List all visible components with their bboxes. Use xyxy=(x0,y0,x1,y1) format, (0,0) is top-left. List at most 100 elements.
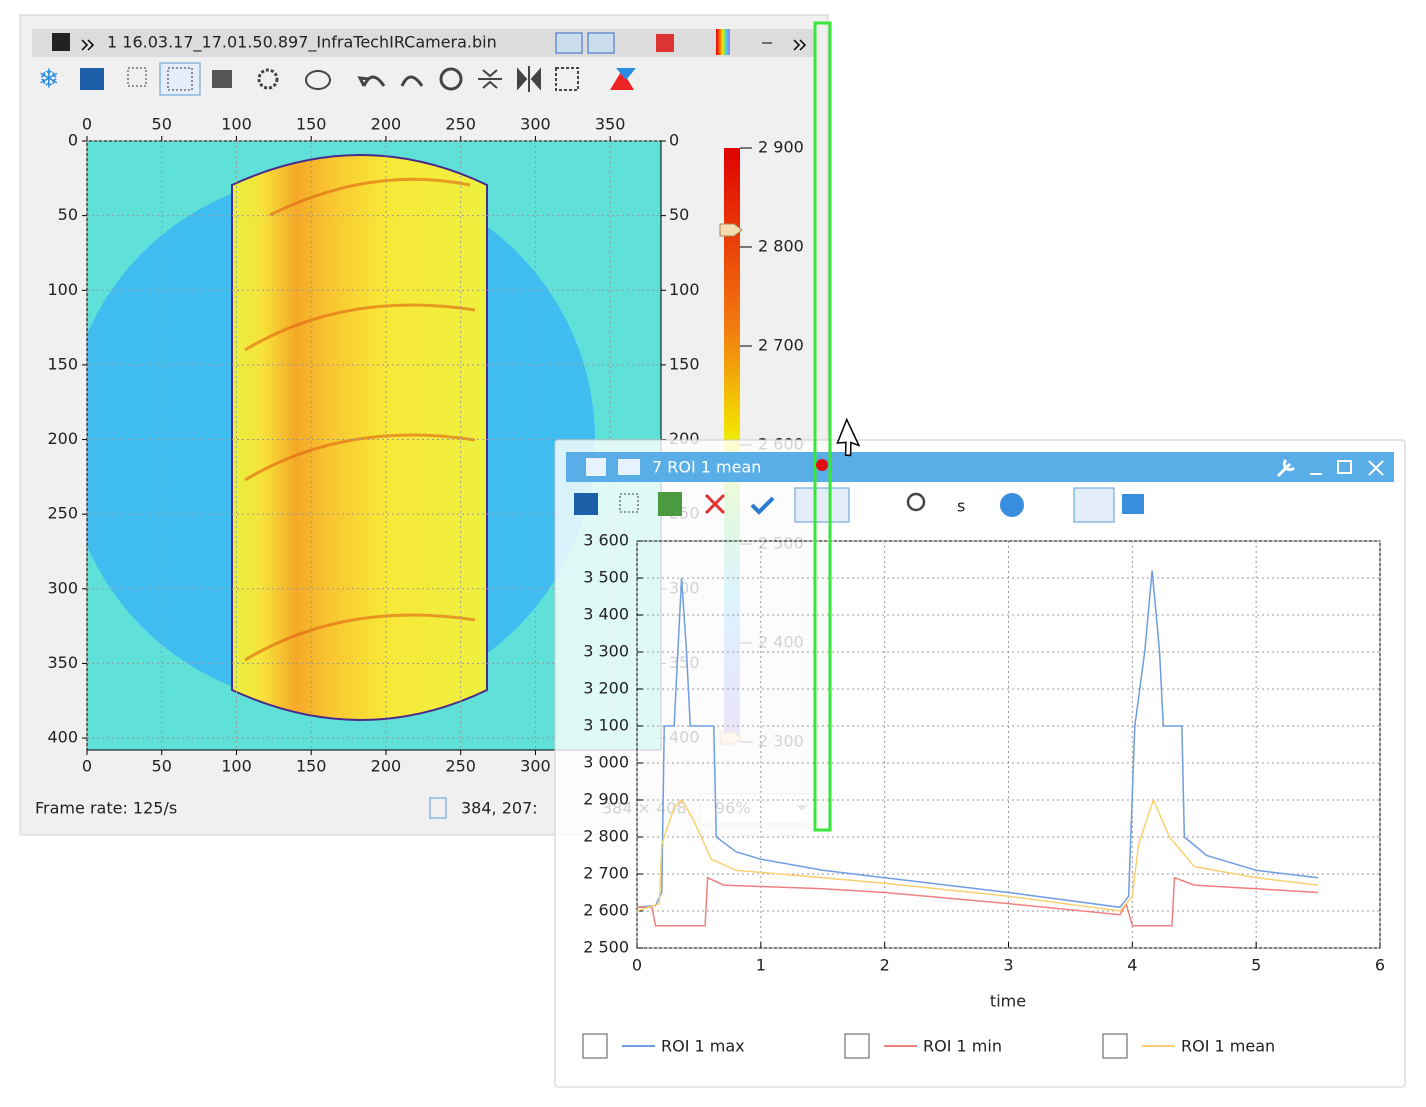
settings-icon[interactable] xyxy=(1276,458,1296,478)
y-tick-label: 400 xyxy=(47,728,78,747)
maximize-button[interactable] xyxy=(1337,460,1352,474)
save-icon[interactable] xyxy=(586,458,606,476)
x-tick-label: 100 xyxy=(221,115,252,134)
x-tick-label: 6 xyxy=(1375,956,1385,975)
y-tick-label: 2 800 xyxy=(583,827,629,846)
zoom-icon[interactable] xyxy=(906,492,926,512)
x-tick-label: 350 xyxy=(595,115,626,134)
colorbar-label: 2 900 xyxy=(758,138,804,157)
y-tick-label: 3 500 xyxy=(583,568,629,587)
x-tick-label: 1 xyxy=(756,956,766,975)
palette-range-icon[interactable] xyxy=(610,70,634,90)
cursor-position: 384, 207: xyxy=(461,799,538,818)
x-tick-label: 5 xyxy=(1251,956,1261,975)
y-tick-label: 2 500 xyxy=(583,938,629,957)
legend-label: ROI 1 mean xyxy=(1181,1037,1275,1056)
y-tick-label: 50 xyxy=(669,205,689,224)
align-toggle[interactable] xyxy=(1073,487,1115,523)
axis-toggle[interactable] xyxy=(794,487,850,523)
check-icon[interactable] xyxy=(750,496,775,515)
view-icon[interactable] xyxy=(555,32,583,54)
x-tick-label: 0 xyxy=(632,956,642,975)
y-tick-label: 3 100 xyxy=(583,716,629,735)
tool-icon[interactable] xyxy=(257,68,279,90)
legend-checkbox[interactable] xyxy=(1102,1033,1128,1059)
save-icon[interactable] xyxy=(574,493,598,515)
overflow-icon[interactable] xyxy=(793,39,807,51)
window-title: 1 16.03.17_17.01.50.897_InfraTechIRCamer… xyxy=(107,33,497,53)
series-line xyxy=(636,797,1319,912)
select-icon[interactable] xyxy=(127,67,147,87)
legend-checkbox[interactable] xyxy=(582,1033,608,1059)
y-tick-label: 2 900 xyxy=(583,790,629,809)
palette-icon[interactable] xyxy=(716,29,730,55)
x-tick-label: 300 xyxy=(520,757,551,776)
unit-button[interactable]: s xyxy=(957,497,965,516)
x-tick-label: 250 xyxy=(445,115,476,134)
x-tick-label: 200 xyxy=(371,115,402,134)
x-tick-label: 150 xyxy=(296,115,327,134)
overflow-icon[interactable] xyxy=(81,39,95,51)
y-tick-label: 250 xyxy=(47,504,78,523)
y-tick-label: 3 600 xyxy=(583,531,629,550)
colorbar-label: 2 800 xyxy=(758,237,804,256)
save-icon[interactable] xyxy=(80,68,104,90)
x-tick-label: 3 xyxy=(1003,956,1013,975)
select-icon[interactable] xyxy=(619,493,639,513)
crop-icon[interactable] xyxy=(555,67,579,91)
thermal-image xyxy=(87,141,661,750)
title-bar xyxy=(32,29,816,57)
x-tick-label: 300 xyxy=(520,115,551,134)
y-tick-label: 0 xyxy=(669,131,679,150)
x-tick-label: 150 xyxy=(296,757,327,776)
y-tick-label: 0 xyxy=(68,131,78,150)
redo-icon[interactable] xyxy=(400,75,424,87)
delete-icon[interactable] xyxy=(704,493,726,515)
x-tick-label: 200 xyxy=(371,757,402,776)
undo-icon[interactable] xyxy=(357,75,386,87)
x-tick-label: 0 xyxy=(82,115,92,134)
x-tick-label: 100 xyxy=(221,757,252,776)
y-tick-label: 2 600 xyxy=(583,901,629,920)
y-tick-label: 3 000 xyxy=(583,753,629,772)
mirror-icon[interactable] xyxy=(517,66,541,92)
series-line xyxy=(637,876,1319,927)
x-tick-label: 50 xyxy=(152,115,172,134)
print-icon[interactable] xyxy=(618,459,640,475)
tool-icon[interactable] xyxy=(212,70,232,88)
palette-range-icon[interactable] xyxy=(616,68,636,80)
legend-checkbox[interactable] xyxy=(844,1033,870,1059)
y-tick-label: 200 xyxy=(47,429,78,448)
time-icon[interactable] xyxy=(1000,493,1024,517)
y-tick-label: 3 200 xyxy=(583,679,629,698)
grid-icon[interactable] xyxy=(167,67,193,91)
series-icon[interactable] xyxy=(658,492,682,516)
close-button[interactable] xyxy=(1368,460,1384,476)
x-tick-label: 250 xyxy=(445,757,476,776)
y-tick-label: 50 xyxy=(58,205,78,224)
flip-icon[interactable] xyxy=(478,69,502,89)
y-tick-label: 150 xyxy=(669,354,700,373)
y-tick-label: 150 xyxy=(47,354,78,373)
histogram-icon[interactable] xyxy=(656,34,674,52)
colorbar-label: 2 700 xyxy=(758,336,804,355)
y-tick-label: 100 xyxy=(669,280,700,299)
y-tick-label: 2 700 xyxy=(583,864,629,883)
toolbar: ❄ xyxy=(38,62,636,96)
chart-window: 7 ROI 1 mean s time 0 1 2 3 4 5 6 2 500 2 600 2 7… xyxy=(554,439,1406,1088)
view-icon[interactable] xyxy=(587,32,615,54)
cursor-icon xyxy=(429,797,447,819)
series-line xyxy=(636,570,1319,909)
frame-rate: Frame rate: 125/s xyxy=(35,799,177,818)
rotate-icon[interactable] xyxy=(439,67,463,91)
shape-icon[interactable] xyxy=(305,70,331,90)
y-tick-label: 3 300 xyxy=(583,642,629,661)
bar-icon[interactable] xyxy=(1122,494,1144,514)
save-icon[interactable] xyxy=(52,33,70,51)
x-axis-title: time xyxy=(990,992,1026,1011)
mouse-cursor xyxy=(836,417,861,457)
title-bar xyxy=(566,452,1394,482)
y-tick-label: 100 xyxy=(47,280,78,299)
freeze-icon[interactable]: ❄ xyxy=(38,65,60,95)
camera-window: 1 16.03.17_17.01.50.897_InfraTechIRCamer… xyxy=(19,14,829,836)
